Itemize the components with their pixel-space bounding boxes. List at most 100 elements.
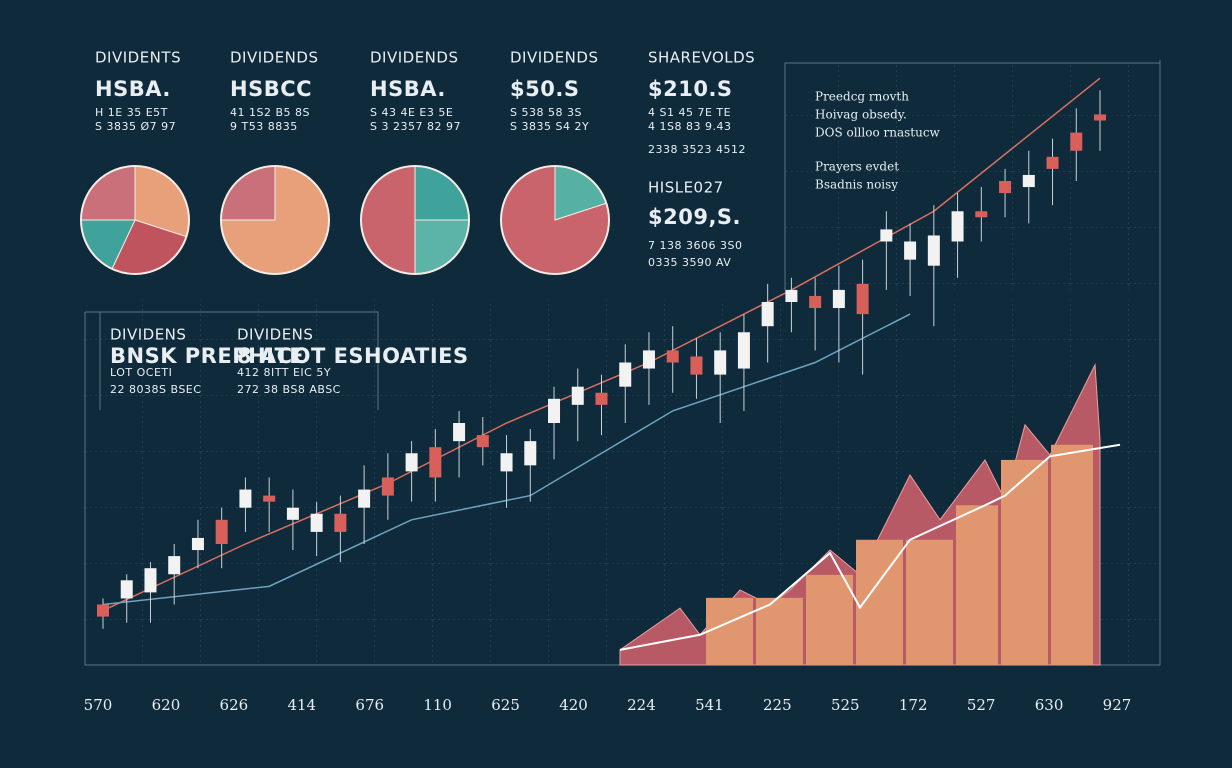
panel-text: Preedcg rnovth — [815, 90, 909, 104]
panel-frame — [784, 62, 1160, 290]
x-tick-label: 626 — [220, 696, 249, 714]
candle-body — [975, 211, 988, 218]
block-detail: S 43 4E E3 5E — [370, 106, 453, 119]
x-tick-label: 620 — [152, 696, 181, 714]
candle-body — [1094, 114, 1106, 121]
x-tick-label: 110 — [423, 696, 452, 714]
block-title: DIVIDENDS — [230, 49, 318, 67]
block-detail: S 3835 Ø7 97 — [95, 120, 176, 133]
candle-body — [310, 513, 323, 532]
pie-rim — [80, 165, 190, 275]
candle-body — [832, 289, 845, 309]
panel-text: Hoivag obsedy. — [815, 108, 907, 122]
candle-body — [239, 489, 252, 508]
block-detail: H 1E 35 E5T — [95, 106, 168, 119]
block-title: DIVIDENS — [110, 326, 186, 344]
block-detail: 272 38 BS8 ABSC — [237, 383, 341, 396]
candle-body — [856, 283, 869, 315]
candle-body — [453, 423, 466, 442]
block-title: HISLE027 — [648, 179, 724, 197]
bar — [756, 597, 803, 665]
grid — [785, 63, 1160, 290]
candle-body — [1046, 156, 1059, 169]
block-detail: S 3 2357 82 97 — [370, 120, 461, 133]
x-tick-label: 525 — [831, 696, 860, 714]
candle-body — [951, 211, 964, 242]
x-tick-label: 420 — [559, 696, 588, 714]
candle-body — [286, 507, 299, 520]
x-tick-label: 570 — [84, 696, 113, 714]
candle-body — [476, 435, 489, 448]
block-title: DIVIDENTS — [95, 49, 181, 67]
panel-text: Prayers evdet — [815, 160, 899, 174]
candle-body — [500, 453, 513, 472]
candle-body — [880, 229, 893, 242]
candle-body — [191, 537, 204, 551]
candle-body — [524, 441, 537, 466]
block-value: HSBCC — [230, 77, 312, 101]
candle-body — [642, 350, 655, 369]
candle-body — [714, 350, 727, 375]
block-detail: 41 1S2 B5 8S — [230, 106, 310, 119]
candle-body — [1022, 174, 1035, 188]
candle-body — [999, 181, 1012, 194]
candle-body — [619, 362, 632, 387]
x-tick-label: 541 — [695, 696, 724, 714]
candle-body — [595, 392, 608, 405]
panel-text: Bsadnis noisy — [815, 178, 898, 192]
candle-body — [548, 398, 561, 423]
block-title: SHAREVOLDS — [648, 49, 755, 67]
candle-body — [1070, 132, 1083, 151]
block-title: DIVIDENDS — [370, 49, 458, 67]
bar — [1051, 444, 1093, 665]
block-title: DIVIDENDS — [510, 49, 598, 67]
x-tick-label: 172 — [899, 696, 928, 714]
block-value: 8 ACOT ESHOATIES — [237, 344, 469, 368]
block-detail: 4 1S8 83 9.43 — [648, 120, 731, 133]
block-value: BNSK PREPHITE — [110, 344, 304, 368]
block-detail: 412 8ITT EIC 5Y — [237, 366, 331, 379]
candle-body — [690, 356, 703, 375]
candle-body — [761, 302, 774, 327]
panel-text: DOS ollloo rnastucw — [815, 126, 941, 140]
block-detail: 7 138 3606 3S0 — [648, 239, 742, 252]
block-title: DIVIDENS — [237, 326, 313, 344]
block-detail: 0335 3590 AV — [648, 256, 731, 269]
pie-rim — [500, 165, 610, 275]
bar — [806, 574, 853, 665]
block-detail: S 538 58 3S — [510, 106, 582, 119]
block-value: HSBA. — [370, 77, 446, 101]
x-tick-label: 414 — [287, 696, 316, 714]
candle-body — [263, 495, 276, 502]
line — [619, 443, 1121, 651]
candle-body — [144, 568, 157, 593]
candle-body — [120, 580, 133, 599]
block-value: $210.S — [648, 77, 733, 101]
bar — [956, 505, 998, 665]
block-detail: 2338 3523 4512 — [648, 143, 746, 156]
candle-body — [358, 489, 371, 508]
x-tick-label: 527 — [967, 696, 996, 714]
candle-body — [381, 477, 394, 496]
block-value: $50.S — [510, 77, 579, 101]
candle-body — [97, 604, 109, 617]
bar — [706, 597, 753, 665]
candle-body — [429, 447, 442, 478]
x-tick-label: 927 — [1103, 696, 1132, 714]
block-detail: 9 T53 8835 — [230, 120, 298, 133]
pie-rim — [220, 165, 330, 275]
candle-body — [737, 332, 750, 369]
bar — [906, 539, 953, 665]
x-tick-label: 224 — [627, 696, 656, 714]
candle-body — [666, 350, 679, 363]
block-detail: LOT OCETI — [110, 366, 172, 379]
candle-body — [785, 289, 798, 302]
block-detail: 4 S1 45 7E TE — [648, 106, 731, 119]
x-tick-label: 625 — [491, 696, 520, 714]
candle-body — [334, 513, 347, 532]
block-detail: S 3835 S4 2Y — [510, 120, 589, 133]
x-tick-label: 630 — [1035, 696, 1064, 714]
block-detail: 22 8038S BSEC — [110, 383, 201, 396]
x-tick-label: 676 — [355, 696, 384, 714]
